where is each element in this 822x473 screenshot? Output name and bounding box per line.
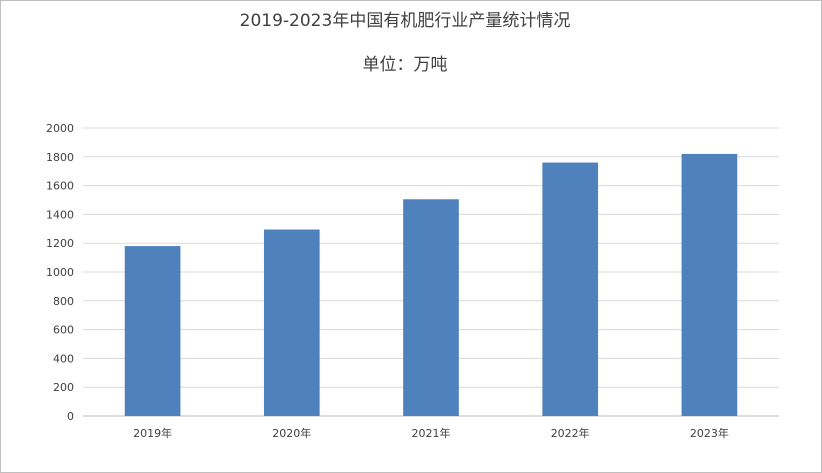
chart-title: 2019-2023年中国有机肥行业产量统计情况 bbox=[239, 11, 571, 31]
y-tick-label: 200 bbox=[53, 381, 74, 394]
y-tick-label: 1200 bbox=[46, 237, 74, 250]
x-tick-label: 2020年 bbox=[272, 426, 311, 440]
y-tick-label: 1800 bbox=[46, 151, 74, 164]
y-tick-label: 1000 bbox=[46, 266, 74, 279]
y-tick-label: 1400 bbox=[46, 208, 74, 221]
y-tick-label: 2000 bbox=[46, 122, 74, 135]
x-tick-label: 2023年 bbox=[690, 426, 729, 440]
chart-subtitle: 单位：万吨 bbox=[362, 55, 448, 75]
x-tick-label: 2019年 bbox=[133, 426, 172, 440]
y-tick-label: 800 bbox=[53, 295, 74, 308]
x-tick-label: 2021年 bbox=[412, 426, 451, 440]
bar bbox=[403, 199, 459, 416]
y-tick-label: 400 bbox=[53, 352, 74, 365]
bar bbox=[681, 153, 738, 417]
bar bbox=[124, 246, 181, 416]
bar bbox=[542, 162, 599, 416]
y-tick-label: 0 bbox=[67, 410, 74, 423]
y-tick-label: 600 bbox=[53, 324, 74, 337]
x-tick-label: 2022年 bbox=[551, 426, 590, 440]
y-tick-label: 1600 bbox=[46, 180, 74, 193]
bar bbox=[263, 229, 320, 416]
